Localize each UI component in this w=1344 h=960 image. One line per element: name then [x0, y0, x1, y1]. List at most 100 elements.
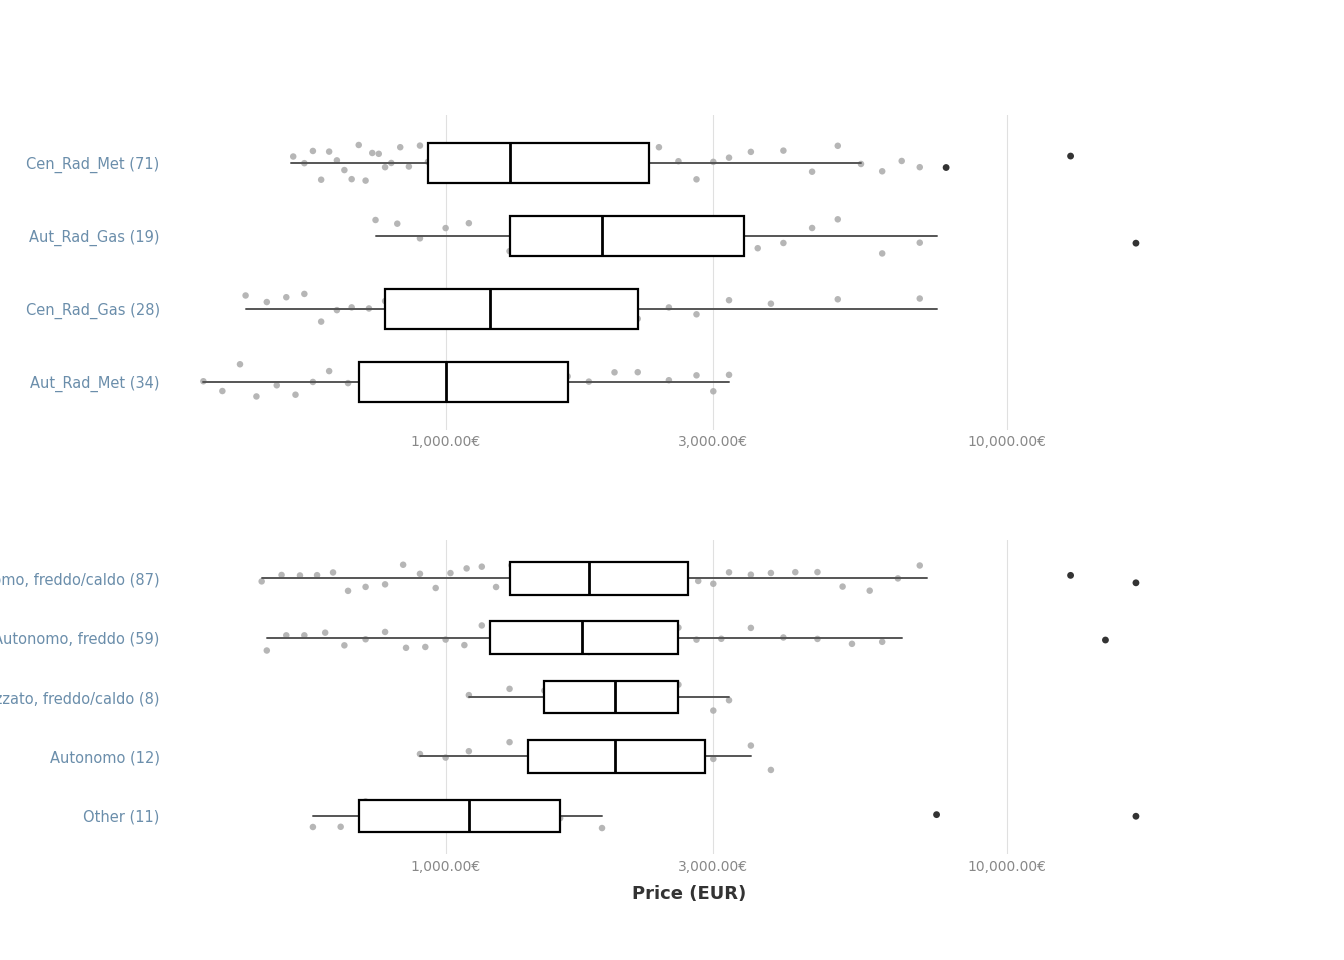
Point [556, 369, 578, 384]
Point [491, 165, 512, 180]
Point [703, 384, 724, 399]
Point [414, 639, 435, 655]
Point [1095, 633, 1117, 648]
Point [668, 751, 689, 766]
Point [773, 630, 794, 645]
Point [327, 302, 348, 318]
Point [526, 621, 547, 636]
Point [489, 639, 511, 655]
Point [909, 291, 930, 306]
Point [380, 820, 402, 835]
Point [628, 365, 649, 380]
Point [403, 311, 425, 326]
Point [578, 644, 599, 660]
Point [499, 822, 520, 837]
Point [306, 567, 328, 583]
Point [409, 746, 430, 761]
Point [348, 137, 370, 153]
Point [806, 564, 828, 580]
Point [909, 159, 930, 175]
Point [414, 367, 435, 382]
Point [703, 703, 724, 718]
Point [387, 216, 409, 231]
Point [761, 565, 782, 581]
Point [526, 170, 547, 185]
Point [871, 246, 892, 261]
Point [341, 300, 363, 315]
Point [550, 156, 571, 171]
Point [470, 360, 492, 375]
Point [543, 567, 564, 583]
Point [337, 583, 359, 598]
Point [499, 244, 520, 259]
Point [597, 617, 618, 633]
Point [628, 167, 649, 182]
Point [534, 231, 555, 247]
Point [480, 143, 501, 158]
Point [711, 631, 732, 646]
Point [718, 236, 739, 252]
Point [761, 296, 782, 311]
Point [302, 143, 324, 158]
Point [685, 239, 707, 254]
Point [470, 559, 492, 574]
Point [668, 620, 689, 636]
Point [560, 625, 582, 640]
Point [458, 744, 480, 759]
Point [827, 211, 848, 227]
Point [302, 374, 324, 390]
Point [329, 819, 351, 834]
Point [425, 580, 446, 595]
Point [673, 558, 695, 573]
Point [650, 627, 672, 642]
Bar [544, 681, 679, 713]
Point [469, 144, 491, 159]
Point [276, 290, 297, 305]
Point [648, 139, 669, 155]
Point [390, 290, 411, 305]
Point [282, 149, 304, 164]
Point [314, 625, 336, 640]
Point [302, 819, 324, 834]
Point [685, 306, 707, 322]
Point [395, 640, 417, 656]
Point [375, 577, 396, 592]
Point [439, 565, 461, 581]
Point [508, 170, 530, 185]
Point [718, 367, 739, 382]
Point [628, 735, 649, 751]
Point [603, 677, 625, 692]
Point [528, 581, 550, 596]
Point [435, 797, 457, 812]
Point [659, 300, 680, 315]
Point [688, 573, 710, 588]
Point [285, 387, 306, 402]
Point [293, 156, 314, 171]
Point [718, 564, 739, 580]
Point [276, 628, 297, 643]
Point [289, 567, 310, 583]
Point [1125, 808, 1146, 824]
Point [355, 579, 376, 594]
Point [323, 564, 344, 580]
Point [534, 168, 555, 183]
Point [337, 375, 359, 391]
Point [603, 365, 625, 380]
Point [458, 687, 480, 703]
Point [703, 576, 724, 591]
Point [359, 377, 380, 393]
Point [534, 683, 555, 698]
Point [616, 562, 637, 577]
Point [435, 221, 457, 236]
Point [1060, 567, 1082, 583]
Point [718, 692, 739, 708]
Point [633, 640, 655, 656]
Point [333, 162, 355, 178]
Point [629, 557, 650, 572]
Point [1125, 235, 1146, 251]
Point [591, 754, 613, 769]
Point [395, 390, 417, 405]
Point [456, 561, 477, 576]
Bar [509, 216, 743, 256]
Point [801, 220, 823, 235]
